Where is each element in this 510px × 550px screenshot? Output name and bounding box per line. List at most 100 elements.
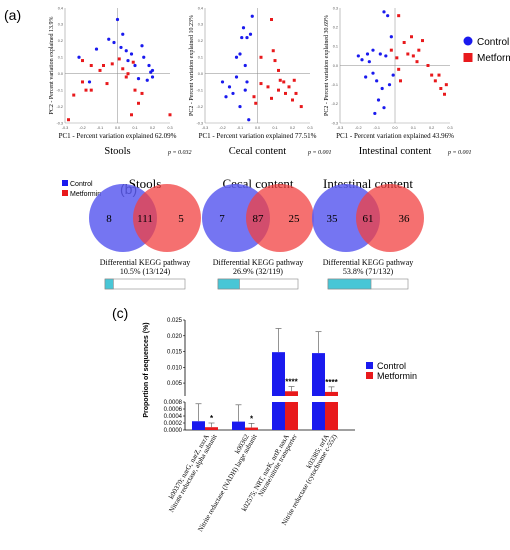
control-point xyxy=(238,104,242,109)
metformin-point xyxy=(271,49,275,53)
venn-caption-1: Differential KEGG pathway xyxy=(213,258,304,267)
metformin-point xyxy=(259,55,263,59)
y-tick-label: 0.010 xyxy=(167,365,183,371)
metformin-point xyxy=(133,88,137,92)
metformin-point xyxy=(397,67,401,71)
y-tick-label: -0.3 xyxy=(56,121,63,125)
x-tick-label: -0.1 xyxy=(97,126,104,130)
control-point xyxy=(387,83,392,87)
y-tick-label: -0.1 xyxy=(331,83,338,87)
metformin-point xyxy=(399,79,402,83)
control-point xyxy=(112,40,116,45)
y-tick-label: 0.0 xyxy=(58,72,63,76)
control-point xyxy=(231,91,235,96)
legend-control-marker xyxy=(463,36,473,46)
control-point xyxy=(133,63,137,68)
control-point xyxy=(121,32,125,36)
y-axis-label: PC2 - Percent variation explained 30.69% xyxy=(324,15,330,116)
y-tick-label: -0.1 xyxy=(56,88,63,92)
control-point xyxy=(142,55,146,59)
control-point xyxy=(364,75,368,79)
legend-c-control-label: Control xyxy=(377,361,406,371)
control-point xyxy=(243,63,247,68)
metformin-point xyxy=(278,78,282,82)
control-point xyxy=(119,45,123,50)
significance-marker: **** xyxy=(285,378,298,387)
legend-control-label: Control xyxy=(477,37,509,48)
metformin-point xyxy=(266,85,270,89)
metformin-point xyxy=(426,64,430,67)
y-tick-label: 0.0000 xyxy=(164,428,183,434)
metformin-point xyxy=(433,79,437,83)
venn-left-count: 35 xyxy=(327,213,339,225)
y-tick-label: 0.005 xyxy=(167,381,183,387)
x-tick-label: 0.3 xyxy=(167,126,172,130)
x-tick-label: 0.2 xyxy=(150,126,155,130)
x-axis-label: PC1 - Percent variation explained 62.09% xyxy=(59,132,177,140)
panel-label-c: (c) xyxy=(112,305,128,321)
control-point xyxy=(376,98,381,102)
y-tick-label: 0.3 xyxy=(58,23,63,27)
bar-metformin xyxy=(285,391,298,396)
metformin-point xyxy=(72,93,76,97)
control-point xyxy=(250,14,254,18)
control-point xyxy=(150,75,155,79)
metformin-point xyxy=(168,113,172,117)
legend-a: Control Metformin xyxy=(463,36,510,64)
y-tick-label: 0.1 xyxy=(333,45,338,49)
x-tick-label: 0.1 xyxy=(272,126,277,130)
control-point xyxy=(126,58,130,63)
panel-label-a: (a) xyxy=(4,7,21,23)
metformin-point xyxy=(292,78,296,82)
panel-title: Stools xyxy=(104,146,130,157)
venn-caption-1: Differential KEGG pathway xyxy=(323,258,414,267)
metformin-point xyxy=(259,82,263,86)
legend-c-metformin-label: Metformin xyxy=(377,371,417,381)
scatter-stools: -0.3 -0.2 -0.1 0.0 0.1 0.2 0.3 -0.3 -0.2 -0.1 0.0 0… xyxy=(49,6,192,157)
legend-b-control-marker xyxy=(62,180,68,186)
legend-b: Control Metformin xyxy=(62,180,101,198)
metformin-point xyxy=(294,91,298,95)
control-point xyxy=(224,95,228,99)
metformin-point xyxy=(270,18,273,21)
y-axis-label: PC2 - Percent variation explained 10.23% xyxy=(189,15,195,116)
x-tick-label: -0.1 xyxy=(237,126,244,130)
metformin-point xyxy=(137,101,140,105)
venn-left-count: 8 xyxy=(106,213,112,225)
metformin-point xyxy=(430,73,434,77)
metformin-point xyxy=(282,80,286,84)
control-point xyxy=(389,35,393,39)
y-tick-label: 0.1 xyxy=(58,56,63,60)
metformin-point xyxy=(395,56,399,60)
metformin-point xyxy=(277,88,280,92)
control-point xyxy=(149,70,153,74)
legend-b-control-label: Control xyxy=(70,181,93,188)
control-point xyxy=(234,75,239,79)
control-point xyxy=(365,52,370,56)
control-point xyxy=(145,78,149,82)
control-point xyxy=(87,80,92,84)
control-point xyxy=(245,80,249,84)
metformin-point xyxy=(421,39,424,43)
bar-control xyxy=(272,352,285,396)
metformin-point xyxy=(117,57,121,61)
venn-left-count: 7 xyxy=(219,213,225,225)
metformin-point xyxy=(270,96,273,100)
control-point xyxy=(356,54,360,58)
metformin-point xyxy=(105,82,109,86)
metformin-point xyxy=(410,35,413,39)
metformin-point xyxy=(411,54,415,58)
venn-caption-2: 10.5% (13/124) xyxy=(120,267,171,276)
metformin-point xyxy=(131,60,135,64)
bar-control xyxy=(232,421,245,430)
significance-marker: * xyxy=(250,414,254,423)
metformin-point xyxy=(415,60,419,64)
bar-control xyxy=(312,402,325,430)
y-tick-label: 0.0 xyxy=(333,64,338,68)
y-tick-label: 0.015 xyxy=(167,350,183,356)
y-tick-label: -0.2 xyxy=(331,102,338,106)
metformin-point xyxy=(439,87,443,90)
y-tick-label: 0.0 xyxy=(198,72,203,76)
